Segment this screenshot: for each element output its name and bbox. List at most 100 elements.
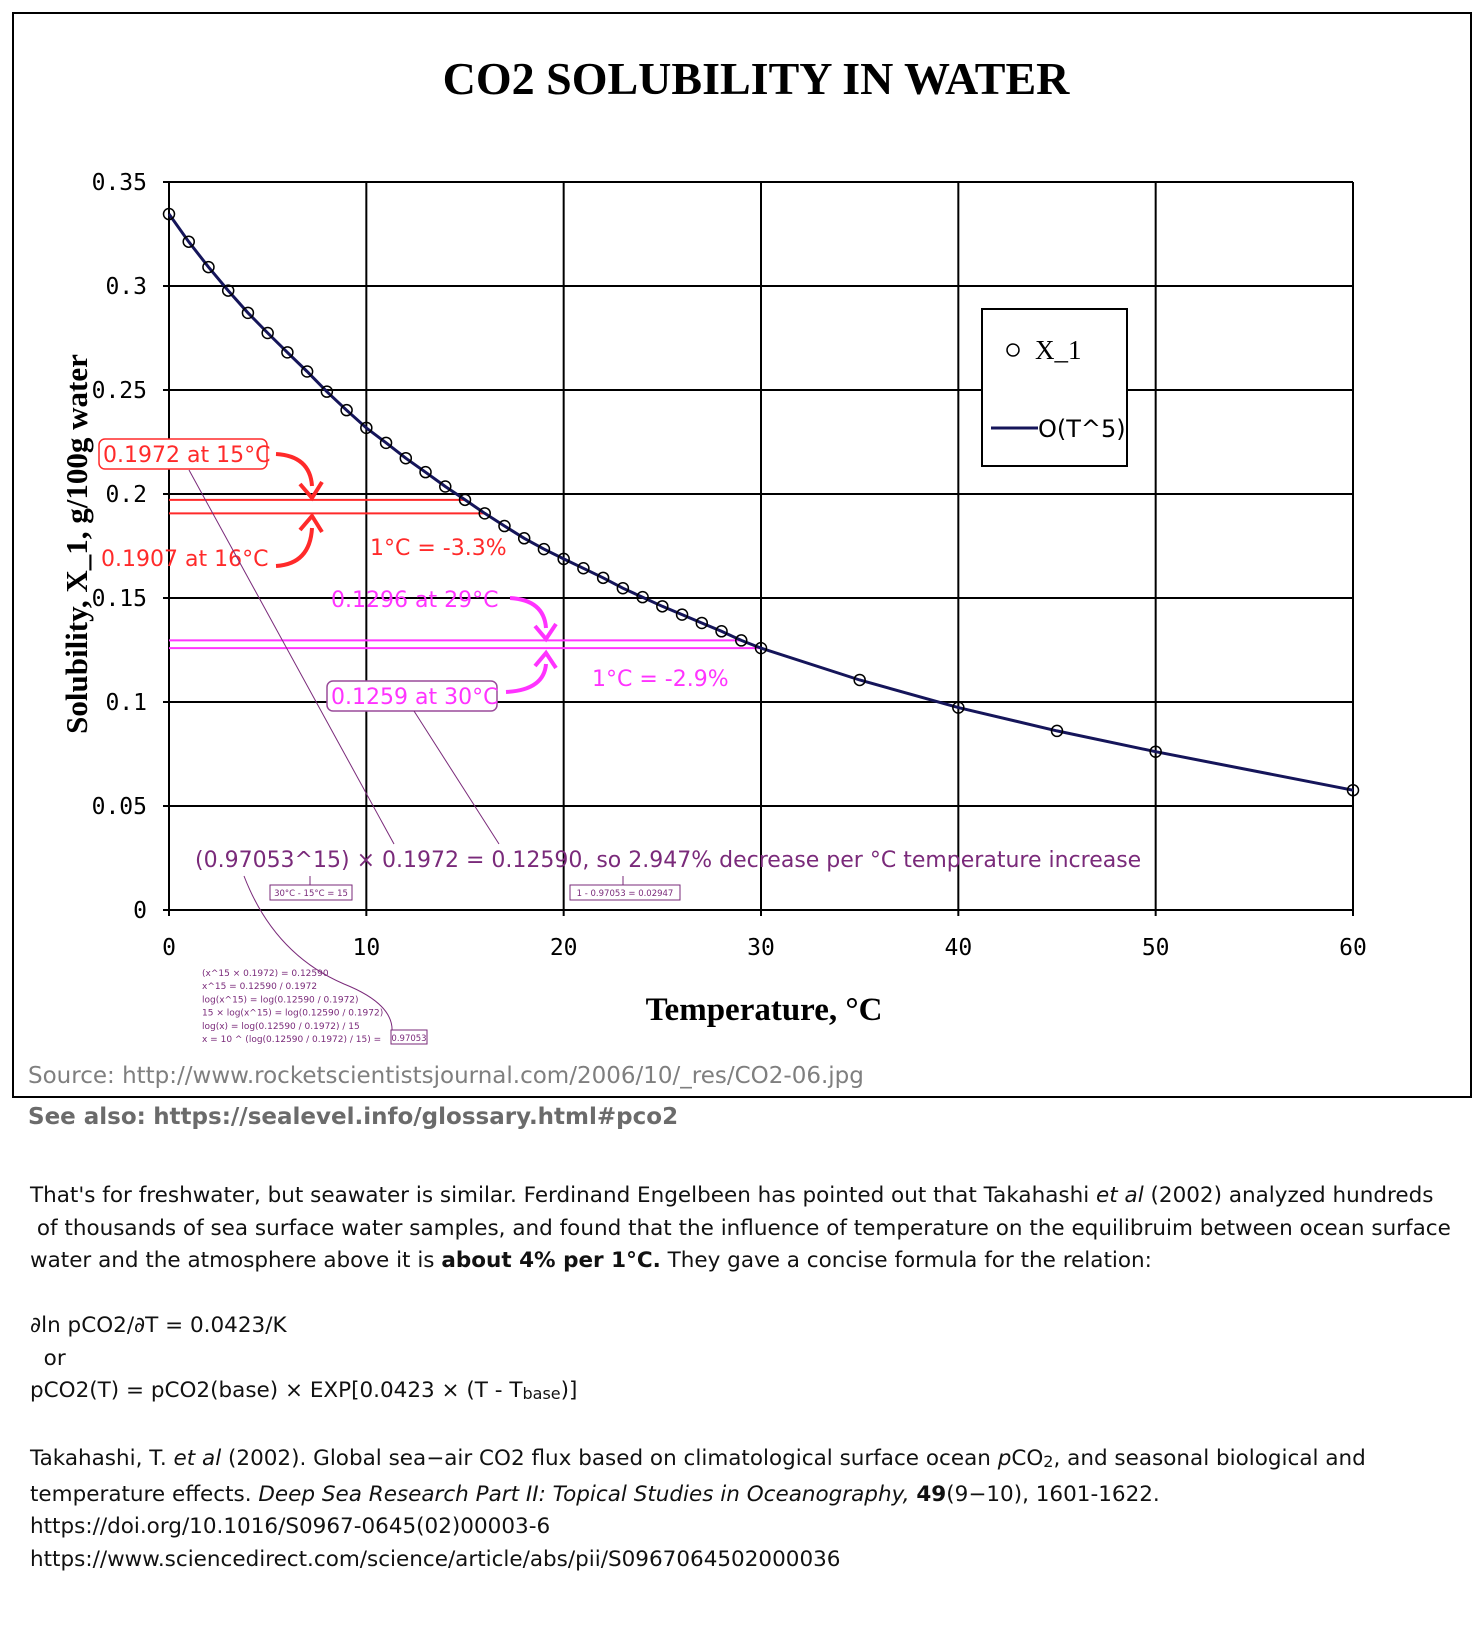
source-line: Source: http://www.rocketscientistsjourn… [28,1063,864,1089]
ref2-journal: Deep Sea Research Part II: Topical Studi… [258,1481,910,1507]
data-point [162,207,176,221]
y-tick-label: 0.15 [92,586,147,612]
y-axis-label: Solubility, X_1, g/100g water [59,354,94,734]
exp-box [269,884,353,901]
ref2-a: temperature effects. [30,1481,259,1507]
data-point [1346,783,1360,797]
red-arrow-up-head-icon [298,512,324,534]
red-annotations: 0.1972 at 15°C 0.1907 at 16°C 1°C = -3.3… [98,438,507,572]
chart: CO2 SOLUBILITY IN WATER 0 10 20 30 40 50 60 0 0.… [59,53,1367,1045]
ref-d: , and seasonal biological and [1053,1446,1366,1471]
data-point [478,507,491,520]
data-markers [162,207,1360,797]
pct-box [569,884,681,901]
paragraph-line-2: of thousands of sea surface water sample… [30,1215,1451,1241]
p1-text-b: (2002) analyzed hundreds [1143,1183,1434,1208]
data-point [853,673,866,687]
derivation-line: 15 × log(x^15) = log(0.12590 / 0.1972) [202,1009,383,1019]
data-point [261,326,274,340]
y-tick-label: 0.3 [105,274,147,300]
connector-mag-to-formula [413,710,500,845]
chart-title: CO2 SOLUBILITY IN WATER [443,53,1070,104]
derivation-line: log(x) = log(0.12590 / 0.1972) / 15 [202,1022,360,1032]
eq2-sub: base [522,1384,561,1403]
data-point [557,552,570,566]
data-point [1149,745,1162,758]
red-arrow-down-head-icon [298,480,324,502]
y-tick-label: 0.05 [92,794,147,820]
p1-line3-b: They gave a concise formula for the rela… [660,1248,1152,1273]
doi-link[interactable]: https://doi.org/10.1016/S0967-0645(02)00… [30,1514,551,1539]
x-axis-label: Temperature, °C [646,992,883,1028]
pct-box-text: 1 - 0.97053 = 0.02947 [577,889,674,899]
red-bottom-label: 0.1907 at 16°C [101,547,268,572]
derivation-result-box [390,1029,428,1045]
equation-1: ∂ln pCO2/∂T = 0.0423/K [30,1313,287,1338]
data-point [695,616,709,630]
mag-arrow-down-head-icon [533,622,558,643]
connector-derivation [243,875,393,1033]
source-url[interactable]: http://www.rocketscientistsjournal.com/2… [122,1063,864,1089]
p1-text-a: That's for freshwater, but seawater is s… [30,1183,1097,1208]
red-arrow-up-icon [275,527,314,568]
derivation-block: (x^15 × 0.1972) = 0.12590 x^15 = 0.12590 … [202,969,383,1045]
legend-label-fit: O(T^5) [1038,415,1126,443]
legend-box [981,308,1128,467]
body-text: That's for freshwater, but seawater is s… [30,1180,1470,1576]
mag-arrow-down-icon [509,596,548,629]
ref-csub: 2 [1043,1452,1054,1471]
ref2-b: (9−10), 1601-1622. [946,1481,1160,1507]
reference-line-1: Takahashi, T. et al (2002). Global sea−a… [30,1443,1470,1479]
p1-bold: about 4% per 1°C. [441,1248,661,1273]
red-top-label: 0.1972 at 15°C [103,443,270,468]
y-tick-label: 0.25 [92,378,147,404]
x-tick-label: 0 [162,935,176,961]
sciencedirect-link[interactable]: https://www.sciencedirect.com/science/ar… [30,1546,841,1572]
see-also-url[interactable]: https://sealevel.info/glossary.html#pco2 [153,1104,679,1130]
mag-bottom-label: 0.1259 at 30°C [331,685,498,710]
y-tick-label: 0.1 [105,690,147,716]
magenta-annotations: 0.1296 at 29°C 0.1259 at 30°C 1°C = -2.9… [326,588,729,712]
data-point [221,284,235,297]
ref2-volume: 49 [916,1481,947,1507]
data-point [182,235,195,248]
data-point [517,532,531,545]
data-point [616,581,630,595]
paragraph-line-1: That's for freshwater, but seawater is s… [30,1180,1470,1213]
data-point [320,385,334,398]
fit-line [167,213,1354,792]
data-point [754,641,768,655]
ref-etal: et al [173,1446,222,1471]
data-point [202,260,215,274]
axis-ticks: 0 10 20 30 40 50 60 0 0.05 0.1 0.15 0.2 0.25 0.3 0.35 [92,170,1367,961]
paragraph-line-3: water and the atmosphere above it is abo… [30,1245,1470,1278]
data-point [498,519,511,533]
data-point [656,600,669,613]
mag-bottom-box [326,680,498,712]
data-point [458,493,472,507]
data-point [360,421,373,435]
legend: X_1 O(T^5) [981,308,1128,467]
derivation-line: x = 10 ^ (log(0.12590 / 0.1972) / 15) = [202,1035,381,1045]
ref-a: Takahashi, T. [30,1446,174,1471]
ref-p: p [997,1446,1012,1471]
ref-c: CO [1011,1446,1044,1471]
ref-b: (2002). Global sea−air CO2 flux based on… [221,1446,998,1471]
grid [168,181,1354,911]
mag-arrow-up-head-icon [533,649,558,670]
p1-etal: et al [1096,1183,1144,1208]
data-point [577,562,590,575]
derivation-line: log(x^15) = log(0.12590 / 0.1972) [202,995,359,1005]
formula-text: (0.97053^15) × 0.1972 = 0.12590, so 2.94… [195,848,1141,873]
x-tick-label: 40 [944,935,972,961]
mag-arrow-up-icon [505,663,548,694]
formula-annotations: (0.97053^15) × 0.1972 = 0.12590, so 2.94… [188,469,1141,1045]
data-point [399,451,413,465]
derivation-line: (x^15 × 0.1972) = 0.12590 [202,969,329,979]
data-point [735,634,748,647]
equation-or: or [30,1345,66,1371]
fit-curve [167,213,1354,792]
see-also-line: See also: https://sealevel.info/glossary… [28,1104,678,1130]
eq2-a: pCO2(T) = pCO2(base) × EXP[0.0423 × (T -… [30,1378,523,1403]
legend-label-x1: X_1 [1035,335,1082,365]
